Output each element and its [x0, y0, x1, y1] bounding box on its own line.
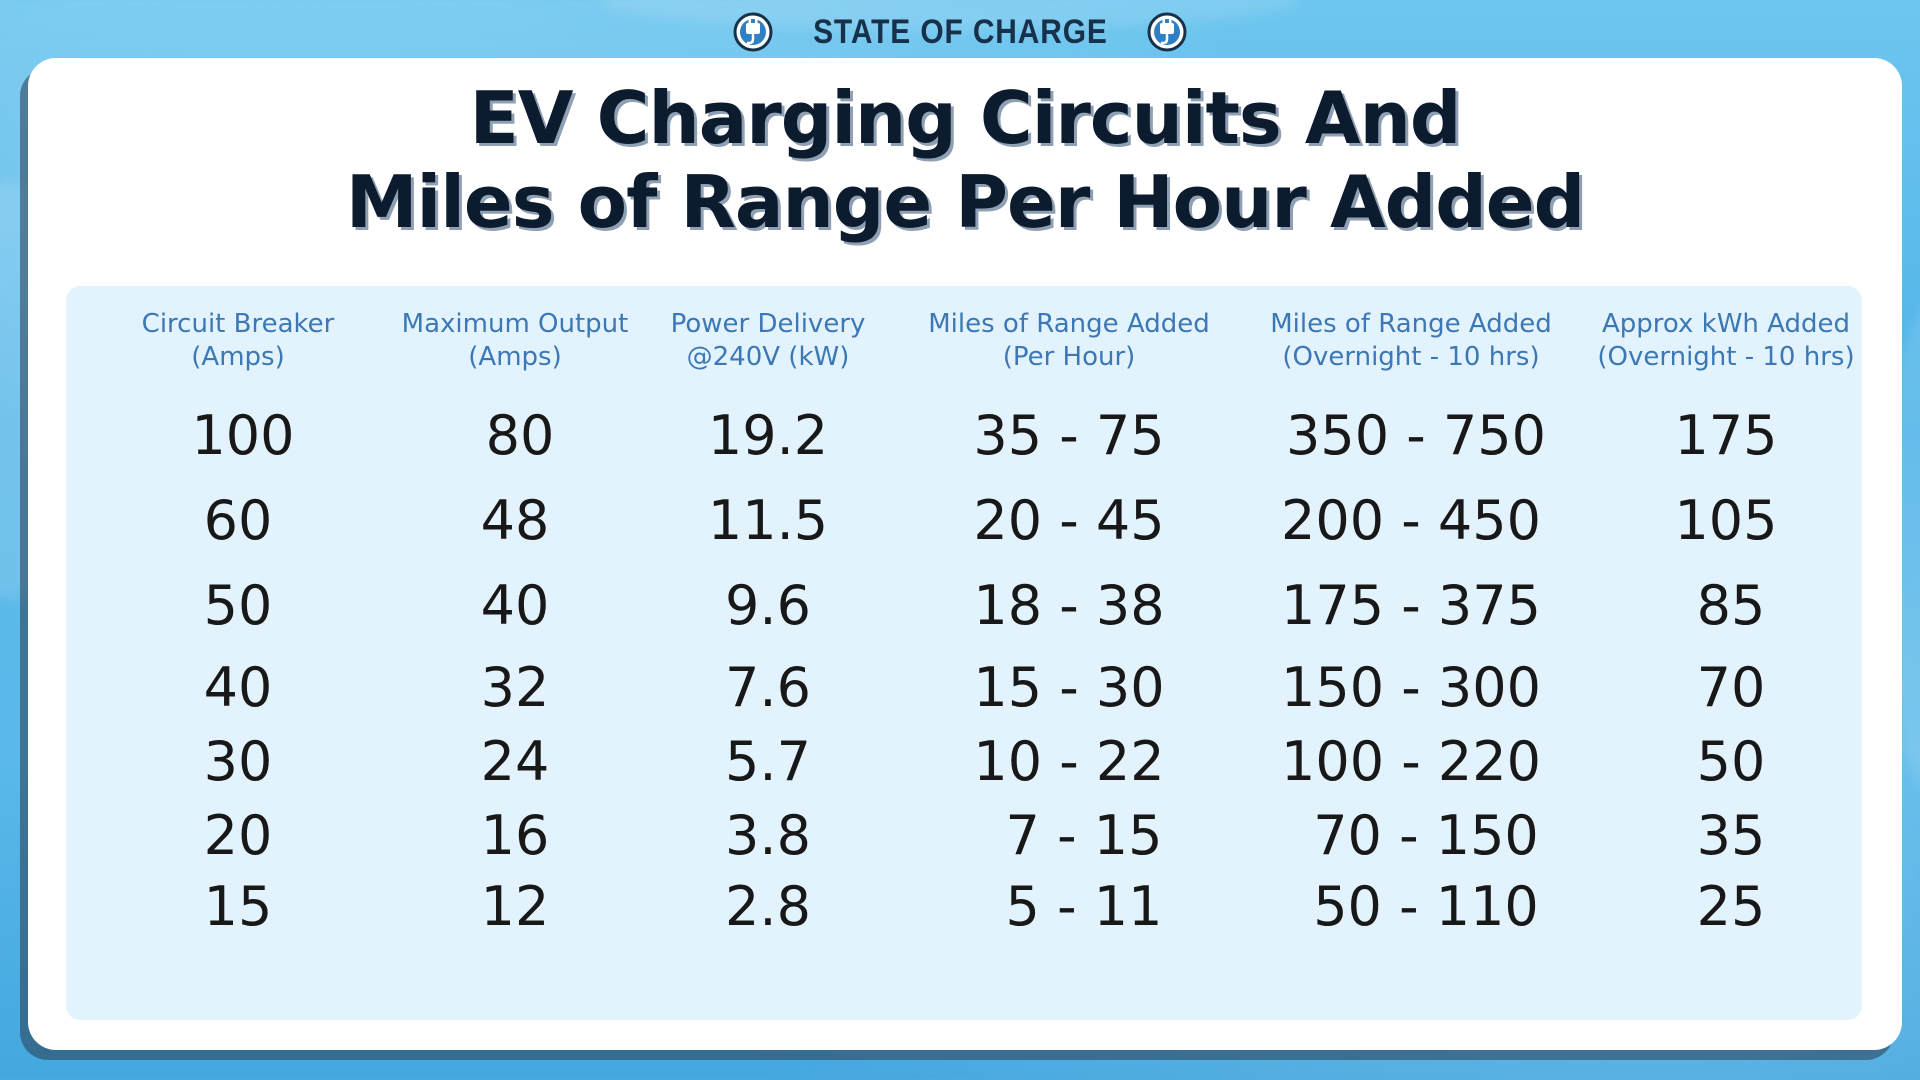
title-line-2: Miles of Range Per Hour Added [345, 160, 1585, 244]
table-cell: 80 [485, 404, 555, 467]
table-cell: 15 - 30 [973, 656, 1165, 719]
data-table: Circuit Breaker (Amps) Maximum Output (Amps… [66, 286, 1862, 1020]
table-cell: 70 - 150 [1313, 804, 1539, 867]
column-header-line: @240V (kW) [686, 342, 850, 372]
table-cell: 175 [1674, 404, 1778, 467]
title-line-1: EV Charging Circuits And [469, 76, 1462, 160]
column-header-line: (Per Hour) [1002, 342, 1136, 372]
brand-name: STATE OF CHARGE [812, 12, 1108, 51]
table-cell: 2.8 [725, 875, 811, 938]
table-cell: 100 - 220 [1281, 730, 1541, 793]
table-cell: 18 - 38 [973, 574, 1165, 637]
table-cell: 12 [480, 875, 550, 938]
table-cell: 7.6 [725, 656, 811, 719]
table-cell: 70 [1696, 656, 1766, 719]
column-header: Approx kWh Added (Overnight - 10 hrs) [1576, 308, 1876, 374]
table-cell: 25 [1696, 875, 1766, 938]
brand-header: STATE OF CHARGE [0, 8, 1920, 56]
table-cell: 30 [203, 730, 273, 793]
table-cell: 150 - 300 [1281, 656, 1541, 719]
column-header-line: (Overnight - 10 hrs) [1597, 342, 1855, 372]
table-cell: 50 - 110 [1313, 875, 1539, 938]
table-cell: 20 - 45 [973, 489, 1165, 552]
plug-icon [733, 12, 773, 52]
column-header: Circuit Breaker (Amps) [88, 308, 388, 374]
column-header: Maximum Output (Amps) [365, 308, 665, 374]
table-cell: 85 [1696, 574, 1766, 637]
column-header-line: Miles of Range Added [928, 309, 1210, 339]
column-header-line: Approx kWh Added [1601, 309, 1850, 339]
table-cell: 9.6 [725, 574, 811, 637]
table-cell: 32 [480, 656, 550, 719]
table-cell: 48 [480, 489, 550, 552]
table-cell: 50 [1696, 730, 1766, 793]
table-cell: 105 [1674, 489, 1778, 552]
column-header-line: Maximum Output [401, 309, 629, 339]
table-cell: 11.5 [707, 489, 829, 552]
column-header-line: Miles of Range Added [1270, 309, 1552, 339]
table-cell: 10 - 22 [973, 730, 1165, 793]
column-header-line: (Amps) [468, 342, 562, 372]
table-cell: 24 [480, 730, 550, 793]
table-cell: 175 - 375 [1281, 574, 1541, 637]
table-cell: 350 - 750 [1286, 404, 1546, 467]
table-cell: 3.8 [725, 804, 811, 867]
table-cell: 5 - 11 [1005, 875, 1163, 938]
table-cell: 50 [203, 574, 273, 637]
table-cell: 100 [191, 404, 295, 467]
table-cell: 40 [203, 656, 273, 719]
table-cell: 35 [1696, 804, 1766, 867]
table-cell: 20 [203, 804, 273, 867]
column-header: Miles of Range Added (Overnight - 10 hrs) [1261, 308, 1561, 374]
table-cell: 16 [480, 804, 550, 867]
column-header: Miles of Range Added (Per Hour) [919, 308, 1219, 374]
table-cell: 200 - 450 [1281, 489, 1541, 552]
table-cell: 5.7 [725, 730, 811, 793]
info-card: EV Charging Circuits And Miles of Range … [28, 58, 1902, 1050]
column-header-line: (Amps) [191, 342, 285, 372]
table-cell: 35 - 75 [973, 404, 1165, 467]
table-cell: 19.2 [707, 404, 829, 467]
table-cell: 60 [203, 489, 273, 552]
table-cell: 15 [203, 875, 273, 938]
table-cell: 40 [480, 574, 550, 637]
column-header: Power Delivery @240V (kW) [618, 308, 918, 374]
column-header-line: (Overnight - 10 hrs) [1282, 342, 1540, 372]
column-header-line: Circuit Breaker [141, 309, 335, 339]
plug-icon [1147, 12, 1187, 52]
table-cell: 7 - 15 [1005, 804, 1163, 867]
page-title: EV Charging Circuits And Miles of Range … [28, 76, 1902, 244]
column-header-line: Power Delivery [670, 309, 866, 339]
